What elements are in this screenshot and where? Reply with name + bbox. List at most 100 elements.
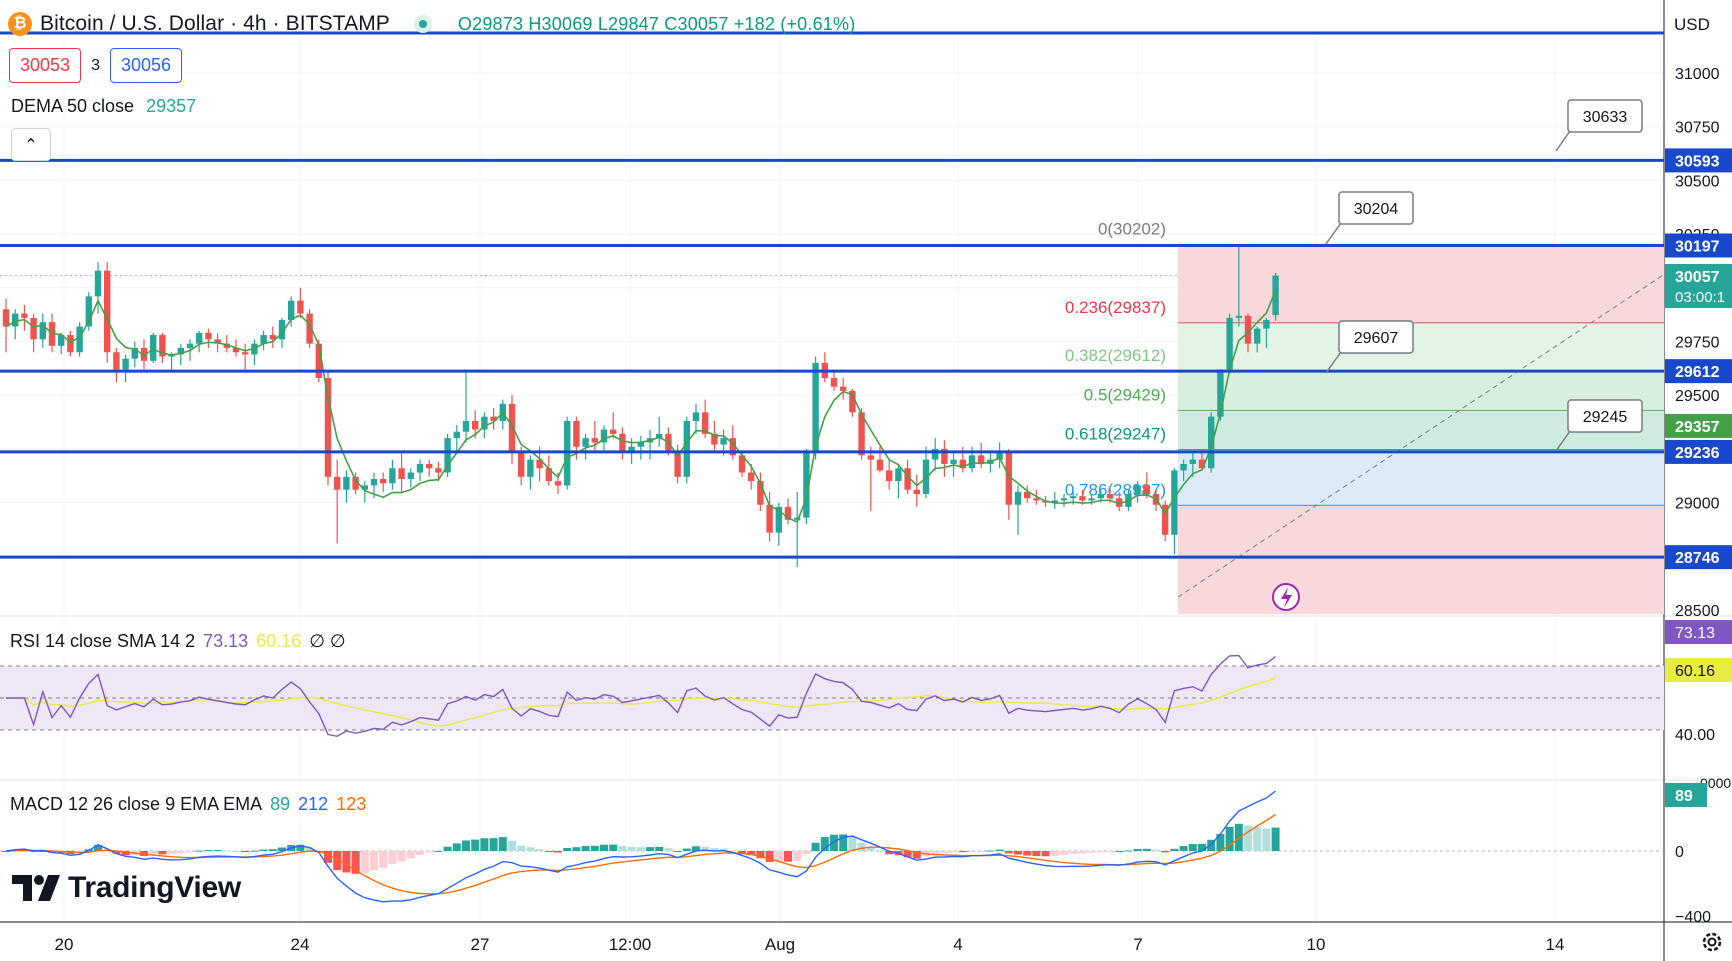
candle-body [58,335,65,346]
candle-body [343,476,350,490]
horizontal-lines[interactable] [0,31,1664,559]
candle-body [508,403,516,452]
candle-body [803,451,810,518]
candle-body [416,463,424,473]
dema-value: 29357 [146,96,197,116]
price-tick: 31000 [1675,66,1720,83]
collapse-legend-button[interactable]: ⌃ [11,128,51,161]
macd-hist-bar [738,851,746,853]
callout-text: 30204 [1354,201,1399,218]
time-tick: 4 [953,935,962,954]
macd-hist-bar [360,851,369,873]
candle-body [297,300,304,314]
candle-body [1263,320,1270,329]
macd-hist-bar [379,851,388,868]
macd-hist-bar [995,849,1004,851]
price-callout[interactable]: 29245 [1555,399,1643,452]
rsi-axis-tick: 40.00 [1675,727,1715,744]
candle-body [278,320,286,340]
symbol-legend[interactable]: ₿ Bitcoin / U.S. Dollar · 4h · BITSTAMP … [8,9,855,39]
candle-body [1097,494,1104,499]
macd-hist-bar [682,848,691,851]
macd-hist-bar [158,851,167,855]
macd-hist-bar [296,844,305,851]
market-open-icon [413,15,432,33]
macd-badge [1665,783,1707,807]
time-tick: 27 [471,935,490,954]
candle-body [232,347,240,353]
price-callout[interactable]: 30204 [1325,191,1414,245]
macd-hist-bar [1198,843,1206,851]
price-badge [1665,148,1732,173]
candle-body [812,362,819,452]
time-tick: Aug [765,935,795,954]
candle-body [1244,315,1252,344]
candle-body [858,412,865,456]
candle-body [527,459,534,477]
price-axis[interactable]: USD3100030750305003025030000297502950029… [1665,15,1732,926]
macd-pane[interactable] [0,790,1664,903]
price-callout[interactable]: 29607 [1325,320,1414,374]
candle-body [711,433,718,445]
flag-bolt [1281,587,1292,608]
macd-hist-bar [489,838,498,851]
macd-hist-bar [719,848,728,851]
macd-hist-bar [1253,826,1262,851]
fib-retracement[interactable]: 0(30202) 0.236(29837) 0.382(29612) 0.5(2942… [0,219,1665,615]
macd-hist-bar [636,847,645,851]
candle-body [674,451,681,477]
candle-body [784,506,792,520]
time-axis[interactable]: 20 24 27 12:00 Aug 4 7 10 14 [55,935,1565,954]
buy-button[interactable]: 30056 [109,48,183,83]
sell-button[interactable]: 30053 [9,48,82,83]
macd-hist-bar [572,847,581,851]
tradingview-icon [12,875,60,901]
candle-body [104,270,111,353]
macd-hist-bar [710,848,719,851]
candle-body [113,352,120,370]
macd-hist-bar [802,851,811,855]
callout-box [1567,399,1643,433]
macd-hist-bar [1161,851,1170,853]
macd-hist-bar [1133,849,1142,851]
tradingview-wordmark: TradingView [68,871,241,904]
lightning-flag-icon[interactable] [1272,583,1300,611]
macd-hist-bar [765,851,774,862]
fib-level-label: 0.382(29612) [1065,346,1166,365]
candle-body [85,296,92,327]
candle-body [748,472,755,482]
dema-legend[interactable]: DEMA 50 close 29357 [11,96,196,117]
rsi-legend[interactable]: RSI 14 close SMA 14 2 73.13 60.16 ∅ ∅ [4,627,352,655]
macd-hist-bar [1262,828,1271,851]
price-callouts[interactable]: 30633 30204 29607 29245 [1272,99,1643,611]
macd-hist-bar [590,845,599,851]
price-badge [1665,413,1732,438]
tradingview-logo[interactable]: TradingView [12,871,241,905]
macd-hist-bar [940,851,949,854]
macd-hist-bar [388,851,397,864]
candlestick-series[interactable] [2,244,1279,568]
macd-hist-bar [977,851,986,852]
price-badge [1665,359,1732,384]
macd-legend[interactable]: MACD 12 26 close 9 EMA EMA 89 212 123 [4,790,373,818]
candle-body [757,481,764,505]
rsi-pane[interactable] [0,654,1664,738]
macd-hist-bar [1115,851,1124,852]
fib-zone-0-236 [1178,244,1664,323]
macd-hist-bar [434,850,443,852]
macd-hist-bar [747,851,756,856]
symbol-title[interactable]: Bitcoin / U.S. Dollar · 4h · BITSTAMP [40,12,390,35]
macd-hist-bar [406,851,415,859]
price-badge [1665,545,1732,570]
settings-gear-icon[interactable] [1698,928,1726,956]
candle-body [591,438,598,443]
callout-pointer [1325,222,1342,245]
macd-hist-bar [278,847,286,851]
macd-hist-bar [480,838,489,851]
macd-hist-bar [1050,851,1059,856]
macd-hist-bar [1078,851,1087,854]
price-callout[interactable]: 30633 [1555,99,1643,152]
currency-label[interactable]: USD [1674,15,1710,34]
